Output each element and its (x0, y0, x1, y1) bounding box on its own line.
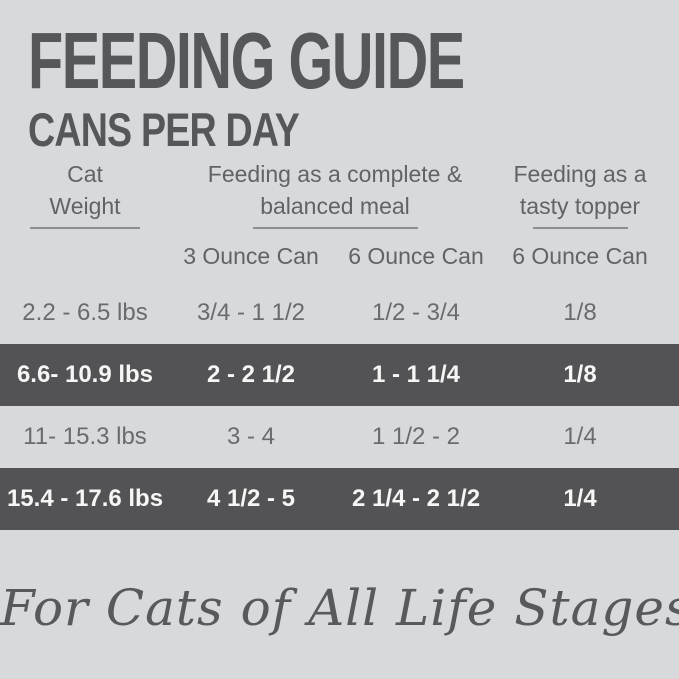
complete-3oz-cell: 2 - 2 1/2 (206, 361, 296, 388)
table-body: 2.2 - 6.5 lbs 3/4 - 1 1/2 1/2 - 3/4 1/8 … (0, 282, 679, 530)
topper-6oz-cell: 1/8 (563, 299, 597, 326)
weight-cell: 6.6- 10.9 lbs (16, 361, 154, 388)
group-underline (30, 227, 140, 229)
topper-6oz-cell: 1/4 (563, 485, 597, 512)
sub-header-6oz-can: 6 Ounce Can (348, 243, 484, 269)
complete-3oz-cell: 4 1/2 - 5 (206, 485, 296, 512)
column-group-cat-weight: Cat Weight (0, 158, 170, 229)
table-row: 15.4 - 17.6 lbs 4 1/2 - 5 2 1/4 - 2 1/2 … (0, 468, 679, 530)
table-row: 11- 15.3 lbs 3 - 4 1 1/2 - 2 1/4 (0, 406, 679, 468)
group-label-line1: Cat (67, 161, 103, 187)
group-label-line2: tasty topper (519, 193, 641, 219)
table-row: 6.6- 10.9 lbs 2 - 2 1/2 1 - 1 1/4 1/8 (0, 344, 679, 406)
weight-cell: 2.2 - 6.5 lbs (22, 299, 148, 326)
group-label-line2: balanced meal (260, 193, 410, 219)
complete-6oz-cell: 1 1/2 - 2 (371, 423, 461, 450)
complete-3oz-cell: 3 - 4 (226, 423, 276, 450)
complete-6oz-cell: 1 - 1 1/4 (371, 361, 461, 388)
sub-header-spacer (0, 244, 170, 268)
complete-3oz-cell: 3/4 - 1 1/2 (196, 299, 306, 326)
group-underline (532, 227, 628, 229)
title-block: FEEDING GUIDE CANS PER DAY (28, 20, 633, 157)
sub-header-3oz-can: 3 Ounce Can (183, 243, 319, 269)
column-group-complete-meal: Feeding as a complete & balanced meal (170, 158, 500, 229)
tagline-script: For Cats of All Life Stages (0, 579, 679, 637)
group-underline (252, 227, 418, 229)
weight-cell: 11- 15.3 lbs (23, 423, 147, 450)
topper-6oz-cell: 1/8 (563, 361, 597, 388)
column-group-headers: Cat Weight Feeding as a complete & balan… (0, 158, 679, 229)
page-title: FEEDING GUIDE (28, 16, 465, 105)
complete-6oz-cell: 1/2 - 3/4 (371, 299, 461, 326)
group-label-line1: Feeding as a complete & (207, 161, 463, 187)
feeding-table: Cat Weight Feeding as a complete & balan… (0, 158, 679, 530)
sub-header-row: 3 Ounce Can 6 Ounce Can 6 Ounce Can (0, 244, 679, 268)
group-label-line1: Feeding as a (513, 161, 647, 187)
group-label-line2: Weight (49, 193, 121, 219)
complete-6oz-cell: 2 1/4 - 2 1/2 (351, 485, 481, 512)
sub-header-6oz-can-topper: 6 Ounce Can (512, 243, 648, 269)
table-row: 2.2 - 6.5 lbs 3/4 - 1 1/2 1/2 - 3/4 1/8 (0, 282, 679, 344)
page-subtitle: CANS PER DAY (28, 103, 300, 156)
weight-cell: 15.4 - 17.6 lbs (6, 485, 164, 512)
topper-6oz-cell: 1/4 (563, 423, 597, 450)
column-group-tasty-topper: Feeding as a tasty topper (500, 158, 660, 229)
